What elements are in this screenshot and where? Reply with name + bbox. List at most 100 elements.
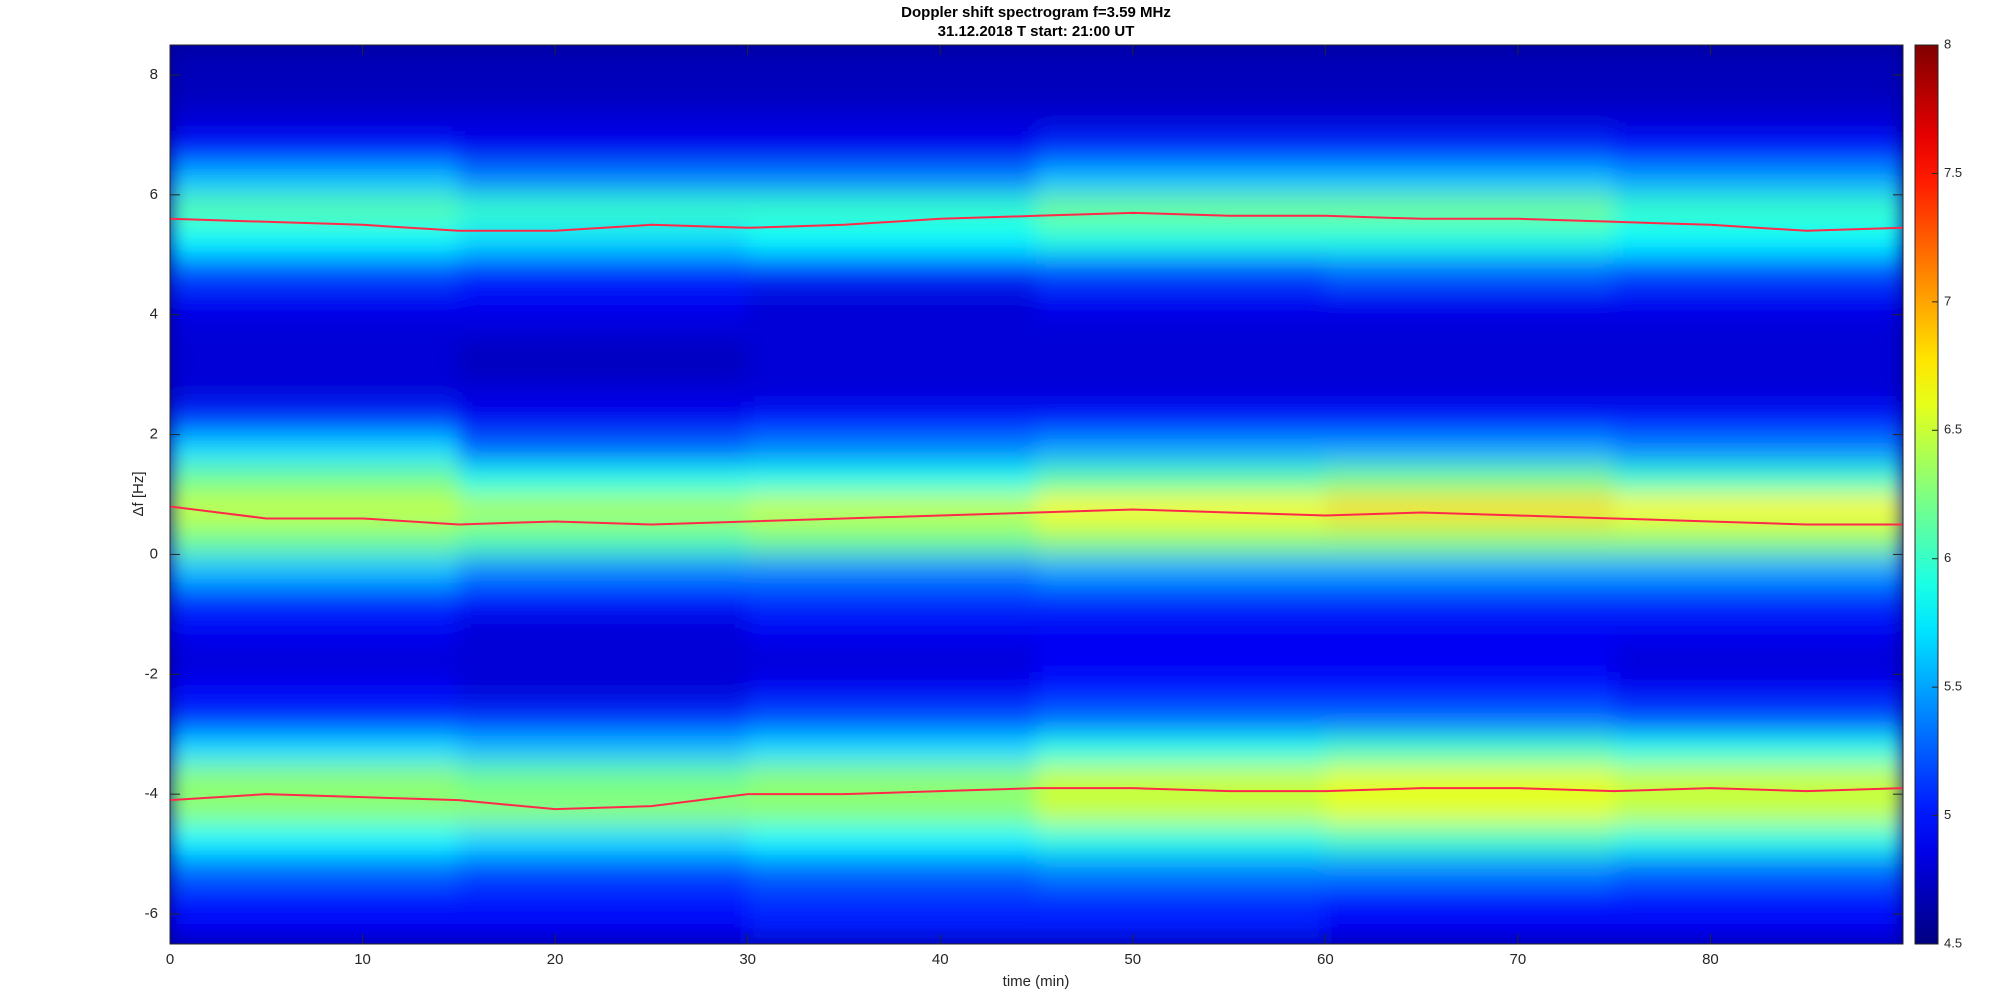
y-tick-label: 4 xyxy=(150,306,158,323)
trace-line xyxy=(170,505,1903,526)
x-tick-label: 10 xyxy=(354,951,371,968)
heat-cell xyxy=(1324,643,1615,675)
heat-cell xyxy=(1324,494,1615,525)
heat-cell xyxy=(1324,583,1615,615)
heat-cell xyxy=(1324,134,1615,166)
heat-cell xyxy=(170,523,460,555)
heat-cell xyxy=(170,553,460,585)
heat-cell xyxy=(1324,823,1615,855)
heat-cell xyxy=(1324,254,1615,286)
heat-cell xyxy=(1613,104,1903,136)
heat-cell xyxy=(1324,853,1615,885)
heat-cell xyxy=(747,404,1037,436)
heat-cell xyxy=(1036,883,1326,915)
heat-cell xyxy=(1613,254,1903,286)
heat-cell xyxy=(747,703,1037,735)
heat-cell xyxy=(747,134,1037,166)
heat-cell xyxy=(170,583,460,615)
heat-cell xyxy=(1036,523,1326,555)
x-tick-label: 60 xyxy=(1317,951,1334,968)
heat-cell xyxy=(747,643,1037,675)
heat-cell xyxy=(458,553,749,585)
heat-cell xyxy=(458,224,749,256)
heatmap-cells xyxy=(170,45,1903,944)
heat-cell xyxy=(1036,104,1326,136)
heat-cell xyxy=(1324,733,1615,765)
heat-cell xyxy=(1036,613,1326,645)
heat-cell xyxy=(1036,553,1326,585)
heat-cell xyxy=(170,883,460,915)
heat-cell xyxy=(170,404,460,436)
heat-cell xyxy=(1613,164,1903,196)
heat-cell xyxy=(1613,45,1903,76)
heat-cell xyxy=(747,194,1037,226)
heat-cell xyxy=(458,164,749,196)
heat-cell xyxy=(1613,913,1903,944)
heat-cell xyxy=(1324,883,1615,915)
heat-cell xyxy=(1613,194,1903,226)
colorbar xyxy=(1914,44,1939,945)
heat-cell xyxy=(747,374,1037,406)
x-tick-label: 30 xyxy=(739,951,756,968)
heat-cell xyxy=(170,45,460,76)
heat-cell xyxy=(747,673,1037,705)
heat-cell xyxy=(1324,164,1615,196)
trace-line xyxy=(170,787,1903,811)
y-tick-label: -6 xyxy=(145,905,158,922)
heat-cell xyxy=(458,314,749,346)
heat-cell xyxy=(458,823,749,855)
heat-cell xyxy=(170,224,460,256)
plot-frame xyxy=(169,44,1904,945)
heat-cell xyxy=(1613,523,1903,555)
heat-cell xyxy=(1613,134,1903,166)
heat-cell xyxy=(1036,374,1326,406)
heat-cell xyxy=(170,703,460,735)
heat-cell xyxy=(458,45,749,76)
heat-cell xyxy=(1613,553,1903,585)
heat-cell xyxy=(1036,853,1326,885)
heat-cell xyxy=(1613,314,1903,346)
colorbar-tick-label: 6 xyxy=(1944,550,1951,565)
heat-cell xyxy=(1036,74,1326,106)
heat-cell xyxy=(1036,823,1326,855)
heat-cell xyxy=(1324,45,1615,76)
heat-cell xyxy=(1324,913,1615,944)
heat-cell xyxy=(1324,464,1615,495)
heat-cell xyxy=(747,913,1037,944)
x-tick-label: 50 xyxy=(1124,951,1141,968)
heat-cell xyxy=(1036,134,1326,166)
heat-cell xyxy=(458,523,749,555)
heat-cell xyxy=(458,344,749,376)
heat-cell xyxy=(170,494,460,525)
heat-cell xyxy=(1613,823,1903,855)
heat-cell xyxy=(747,224,1037,256)
heat-cell xyxy=(458,853,749,885)
heat-cell xyxy=(747,823,1037,855)
heat-cell xyxy=(1036,164,1326,196)
heat-cell xyxy=(170,853,460,885)
heat-cell xyxy=(458,134,749,166)
heat-cell xyxy=(1324,224,1615,256)
heat-cell xyxy=(1613,643,1903,675)
heat-cell xyxy=(1036,673,1326,705)
x-tick-label: 80 xyxy=(1702,951,1719,968)
heat-cell xyxy=(458,74,749,106)
heat-cell xyxy=(458,763,749,795)
heat-cell xyxy=(170,374,460,406)
heat-cell xyxy=(1036,284,1326,316)
heat-cell xyxy=(458,793,749,825)
heat-cell xyxy=(1324,523,1615,555)
heat-cell xyxy=(1613,464,1903,495)
heat-cell xyxy=(1613,374,1903,406)
heat-cell xyxy=(1324,613,1615,645)
heat-cell xyxy=(1613,793,1903,825)
heat-cell xyxy=(747,883,1037,915)
heat-cell xyxy=(1324,374,1615,406)
colorbar-tick-label: 5.5 xyxy=(1944,679,1962,694)
heat-cell xyxy=(1324,104,1615,136)
colorbar-tick-label: 6.5 xyxy=(1944,422,1962,437)
heat-cell xyxy=(1613,613,1903,645)
chart-title: Doppler shift spectrogram f=3.59 MHz xyxy=(901,4,1171,21)
heat-cell xyxy=(747,344,1037,376)
x-tick-label: 0 xyxy=(166,951,174,968)
